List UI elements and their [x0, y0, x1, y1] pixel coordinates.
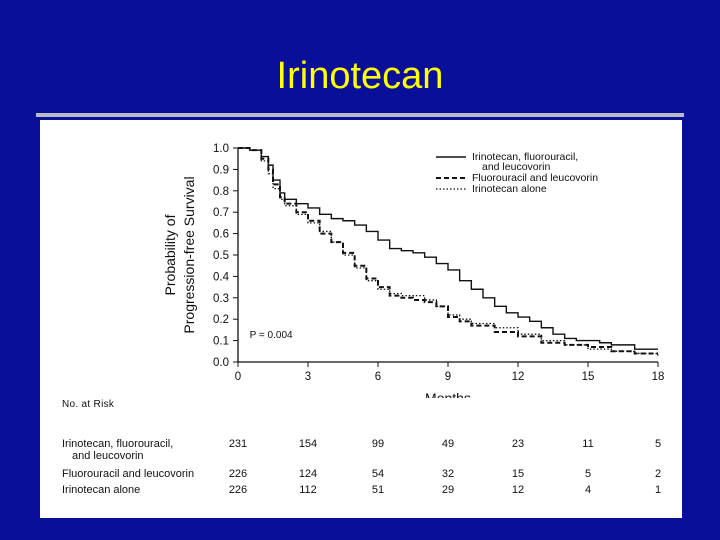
x-tick-label: 15	[582, 371, 595, 383]
legend-label-3: Irinotecan alone	[472, 183, 547, 195]
legend-label-1: Irinotecan, fluorouracil,	[472, 151, 578, 163]
y-tick-label: 0.0	[213, 357, 229, 369]
x-tick-label: 12	[512, 371, 525, 383]
at-risk-value: 51	[371, 484, 385, 496]
at-risk-header: No. at Risk	[62, 399, 115, 410]
y-tick-label: 0.7	[213, 207, 229, 219]
at-risk-value: 2	[654, 468, 662, 480]
y-tick-label: 0.8	[213, 186, 229, 198]
y-tick-label: 0.2	[213, 314, 229, 326]
y-tick-label: 0.4	[213, 271, 230, 283]
at-risk-value: 99	[371, 438, 385, 450]
y-tick-label: 0.1	[213, 336, 229, 348]
chart-panel: 0.0 0.1 0.2 0.3 0.4 0.5 0.6 0.7 0.8 0.9 1.0 0 3 6 9 12 1…	[40, 120, 682, 518]
at-risk-value: 4	[584, 484, 592, 496]
x-tick-label: 9	[445, 371, 451, 383]
x-axis-label: Months	[425, 390, 471, 398]
y-axis-label-line1: Probability of	[162, 214, 178, 295]
at-risk-value: 112	[299, 484, 317, 496]
title-divider	[36, 113, 684, 117]
y-tick-label: 0.5	[213, 250, 229, 262]
at-risk-value: 12	[511, 484, 525, 496]
at-risk-value: 124	[298, 468, 318, 480]
p-value-annotation: P = 0.004	[250, 330, 293, 341]
series-line-2	[238, 147, 658, 355]
at-risk-row-label: Fluorouracil and leucovorin	[62, 468, 194, 480]
at-risk-label-line: Irinotecan, fluorouracil,	[62, 438, 174, 450]
at-risk-value: 32	[441, 468, 455, 480]
y-tick-label: 0.3	[213, 293, 229, 305]
at-risk-value: 11	[582, 438, 594, 450]
at-risk-value: 29	[441, 484, 455, 496]
at-risk-row-label: Irinotecan alone	[62, 484, 140, 496]
survival-chart: 0.0 0.1 0.2 0.3 0.4 0.5 0.6 0.7 0.8 0.9 1.0 0 3 6 9 12 1…	[162, 143, 665, 398]
x-tick-label: 3	[305, 371, 311, 383]
y-tick-label: 0.9	[213, 164, 229, 176]
at-risk-label-line: Fluorouracil and leucovorin	[62, 468, 195, 480]
at-risk-value: 23	[511, 438, 525, 450]
x-tick-label: 6	[375, 371, 381, 383]
x-tick-label: 18	[652, 371, 665, 383]
at-risk-value: 231	[228, 438, 248, 450]
legend-label-1: and leucovorin	[482, 161, 550, 173]
at-risk-value: 154	[298, 438, 318, 450]
at-risk-value: 49	[441, 438, 455, 450]
at-risk-label-line: and leucovorin	[72, 450, 144, 462]
slide-title: Irinotecan	[276, 55, 444, 97]
legend-label-2: Fluorouracil and leucovorin	[472, 172, 598, 184]
at-risk-label-line: Irinotecan alone	[62, 484, 141, 496]
at-risk-row-label: Irinotecan, fluorouracil, and leucovorin	[62, 438, 173, 462]
at-risk-value: 5	[584, 468, 592, 480]
y-axis-label-line2: Progression-free Survival	[181, 176, 197, 333]
at-risk-value: 5	[654, 438, 662, 450]
at-risk-value: 15	[511, 468, 525, 480]
at-risk-value: 54	[371, 468, 385, 480]
x-tick-label: 0	[235, 371, 241, 383]
series-line-3	[238, 147, 659, 356]
at-risk-value: 226	[228, 468, 248, 480]
at-risk-value: 226	[228, 484, 248, 496]
y-tick-label: 1.0	[213, 143, 229, 155]
series-line-1	[238, 147, 658, 350]
at-risk-value: 1	[654, 484, 662, 496]
y-tick-label: 0.6	[213, 229, 229, 241]
